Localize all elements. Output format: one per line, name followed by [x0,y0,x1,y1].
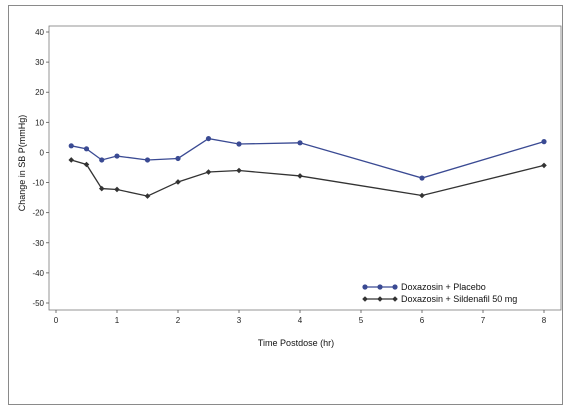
legend-marker-2 [362,296,368,302]
data-point-series-2 [205,169,212,175]
x-tick-label: 6 [420,316,425,325]
x-tick-label: 5 [359,316,364,325]
data-point-series-2 [419,192,425,199]
series-layer [68,135,547,199]
x-tick-label: 4 [298,316,303,325]
data-point-series-1 [99,157,105,163]
series-1 [68,135,547,181]
x-axis-title: Time Postdose (hr) [258,338,334,348]
data-point-series-1 [541,139,547,145]
data-point-series-1 [419,175,425,181]
y-tick-label: 30 [35,58,44,67]
data-point-series-1 [236,141,242,147]
y-tick-label: -50 [32,299,44,308]
data-point-series-1 [114,153,120,159]
data-point-series-2 [541,162,547,169]
legend: Doxazosin + Placebo Doxazosin + Sildenafi… [362,282,517,304]
data-point-series-2 [175,179,181,185]
y-axis-title: Change in SB P(mmHg) [17,115,27,212]
legend-marker-1 [392,284,398,290]
x-tick-label: 1 [115,316,120,325]
data-point-series-1 [205,135,212,142]
y-tick-label: -10 [32,179,44,188]
data-point-series-1 [175,155,181,162]
data-point-series-1 [68,143,74,149]
data-point-series-2 [83,161,90,168]
y-tick-label: -40 [32,269,44,278]
y-tick-label: 10 [35,118,44,127]
legend-marker-1 [377,284,383,290]
data-point-series-2 [297,173,303,179]
x-axis: 0 1 2 3 4 5 6 7 8 [54,310,547,325]
data-point-series-2 [114,186,120,193]
figure-frame: 40 30 20 10 0 -10 -20 -30 -40 -50 0 1 2 3 4 5 6 7 8 Doxaz… [8,5,563,405]
x-tick-label: 7 [481,316,486,325]
data-point-series-2 [236,167,242,174]
data-point-series-2 [68,157,75,163]
y-tick-label: -30 [32,239,44,248]
y-tick-label: 0 [40,148,45,157]
x-tick-label: 3 [237,316,242,325]
x-tick-label: 2 [176,316,181,325]
plot-area [48,25,562,311]
y-tick-label: 20 [35,88,44,97]
x-tick-label: 0 [54,316,59,325]
x-tick-label: 8 [542,316,547,325]
series-2 [68,157,547,199]
legend-label-1: Doxazosin + Placebo [401,282,486,292]
data-point-series-1 [297,140,303,146]
data-point-series-2 [98,185,105,192]
legend-label-2: Doxazosin + Sildenafil 50 mg [401,294,517,304]
y-tick-label: 40 [35,28,44,37]
line-chart: 40 30 20 10 0 -10 -20 -30 -40 -50 0 1 2 3 4 5 6 7 8 Doxaz… [17,25,562,348]
data-point-series-1 [144,157,151,163]
legend-marker-2 [377,296,383,302]
data-point-series-2 [144,193,151,199]
legend-marker-1 [362,284,368,290]
data-point-series-1 [83,146,90,152]
y-axis: 40 30 20 10 0 -10 -20 -30 -40 -50 [32,28,49,308]
legend-marker-2 [392,296,398,302]
y-tick-label: -20 [32,209,44,218]
